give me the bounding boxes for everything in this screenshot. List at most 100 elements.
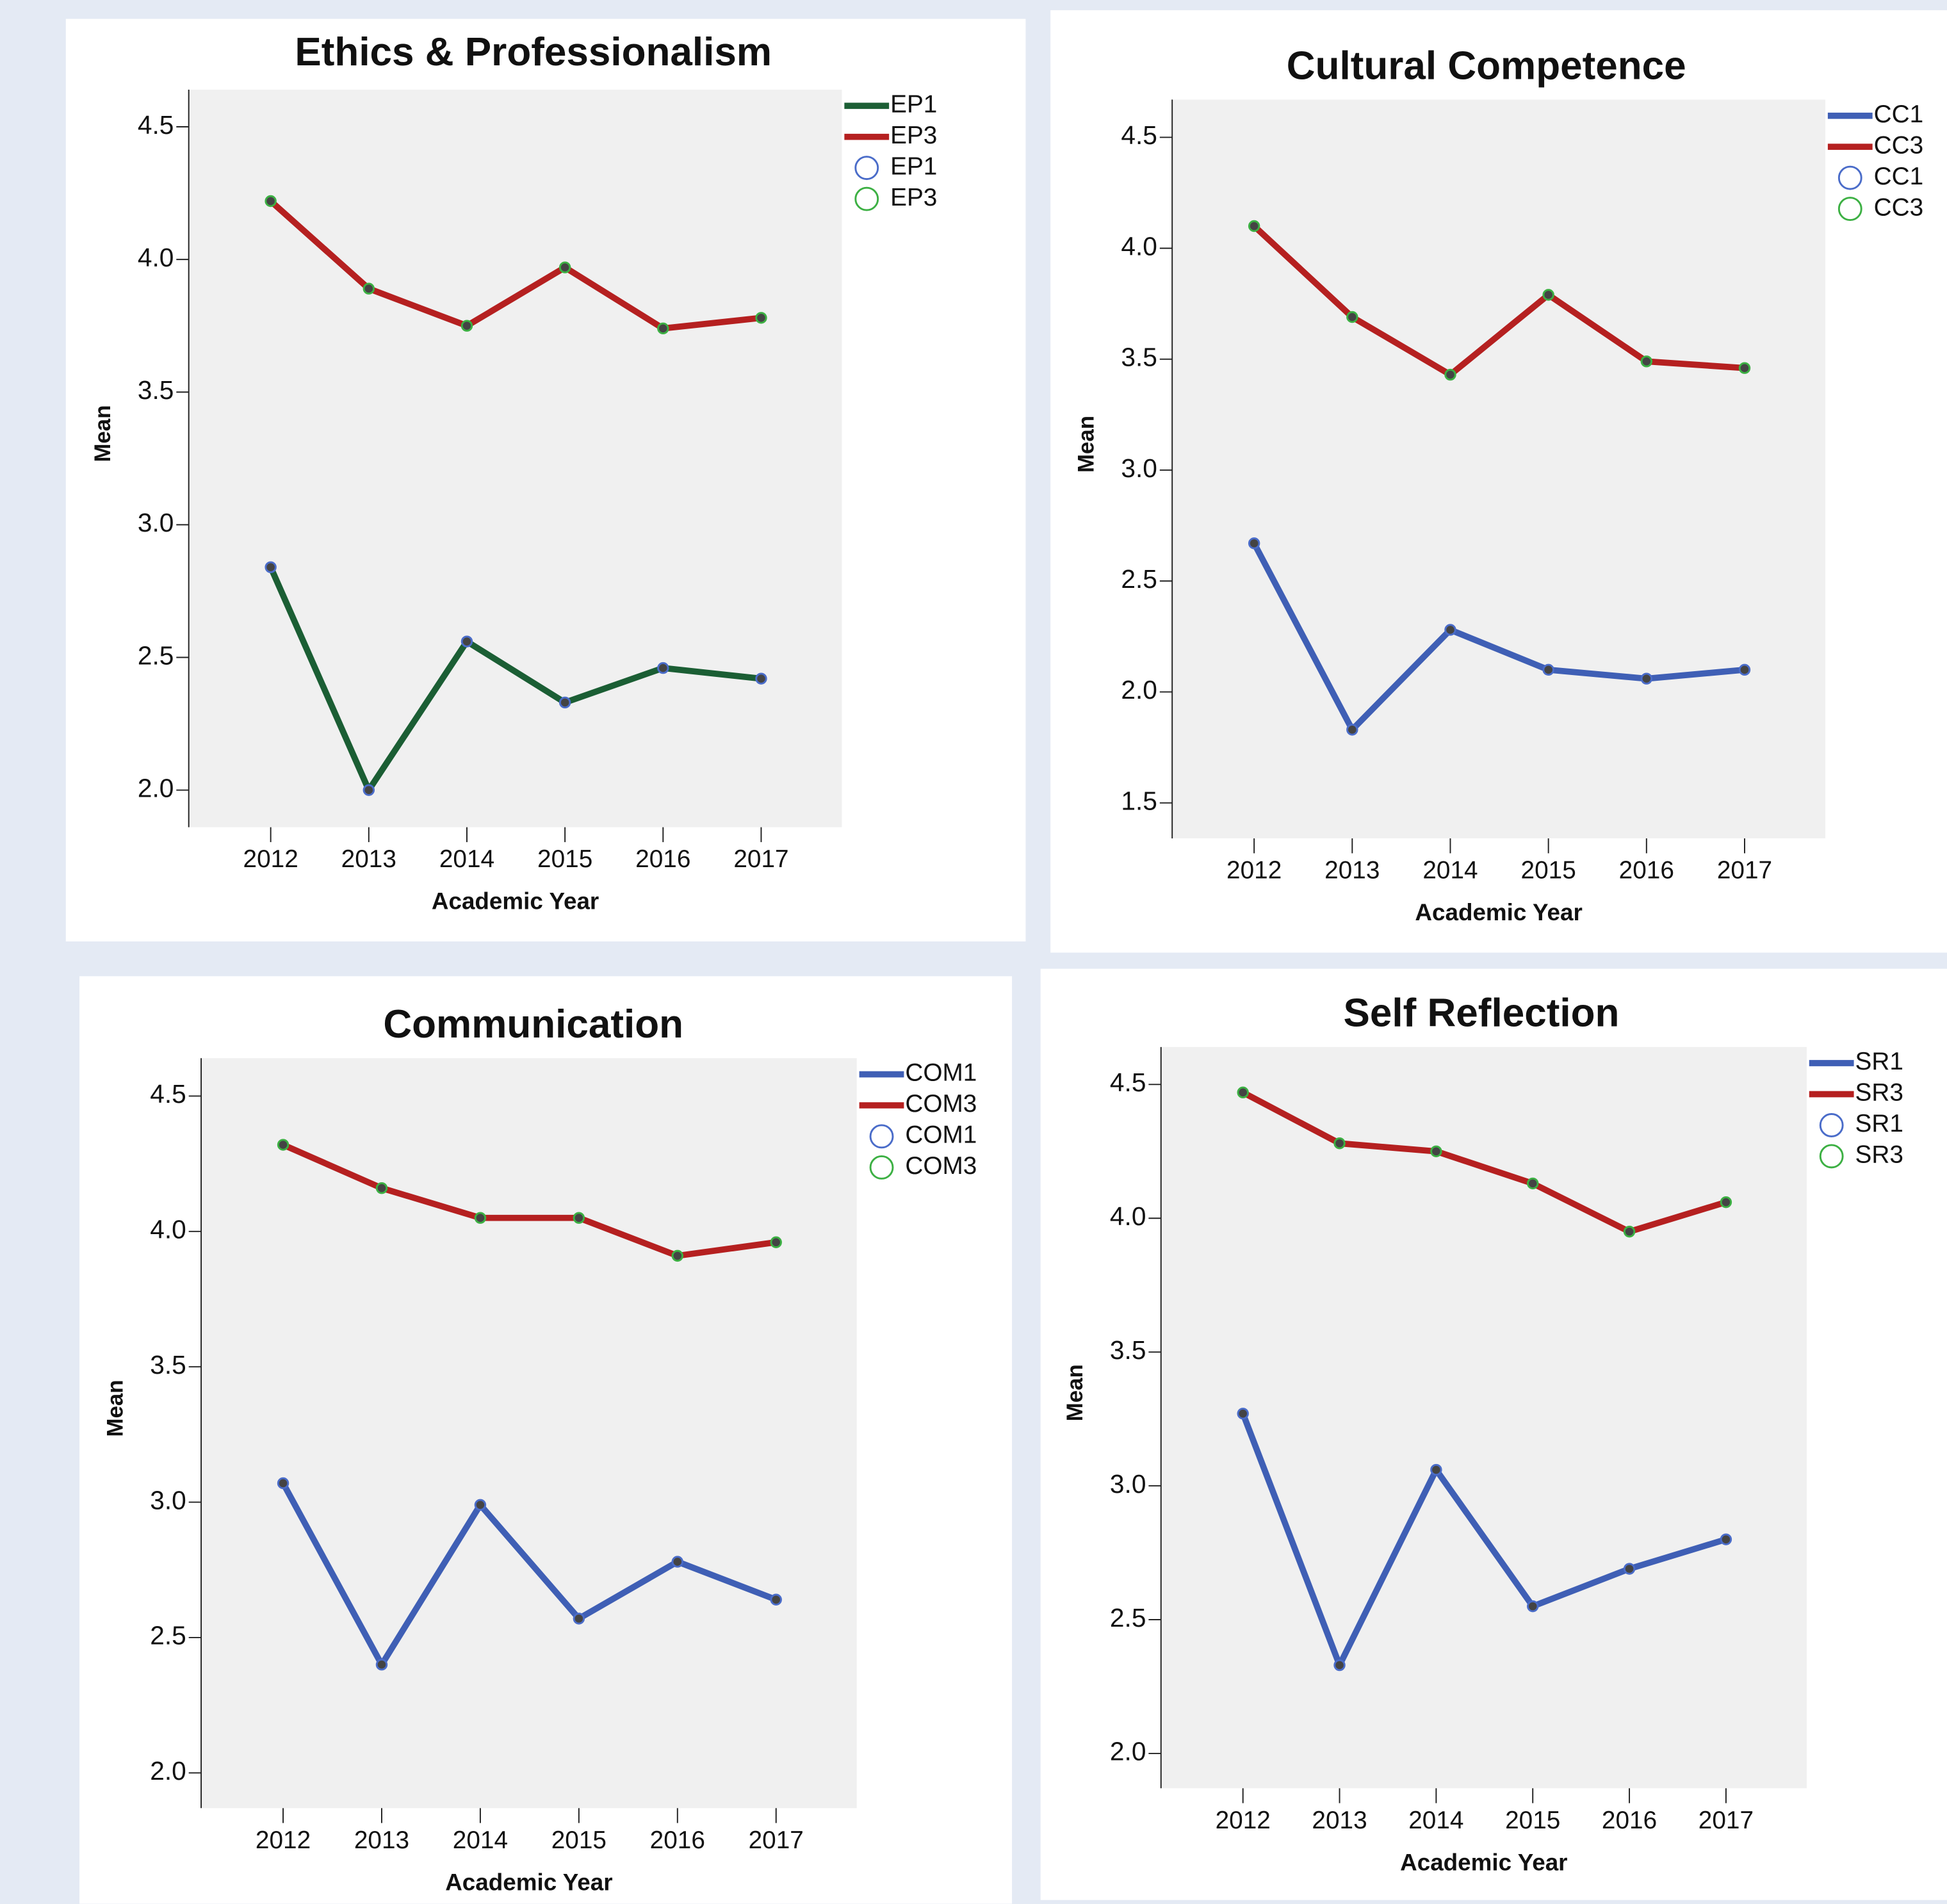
data-point: [1738, 663, 1751, 676]
legend-label: SR1: [1855, 1110, 1903, 1137]
data-point: [277, 1139, 289, 1151]
x-axis-label: Academic Year: [1400, 1849, 1567, 1875]
x-tick-label: 2017: [1717, 857, 1772, 884]
x-tick-label: 2016: [650, 1827, 705, 1854]
x-axis-label: Academic Year: [1415, 899, 1582, 925]
y-tick-label: 3.0: [1121, 453, 1157, 483]
legend-label: COM1: [905, 1059, 977, 1087]
x-tick-label: 2012: [256, 1827, 311, 1854]
y-axis-label: Mean: [102, 1379, 127, 1436]
series-line: [1251, 542, 1745, 733]
chart-title: Ethics & Professionalism: [295, 30, 772, 74]
data-point: [1640, 672, 1653, 685]
plot-area: [1172, 99, 1825, 839]
y-tick-label: 3.5: [150, 1350, 186, 1379]
legend-marker: [854, 156, 879, 181]
y-tick-label: 4.5: [150, 1079, 186, 1109]
legend-label: EP3: [890, 184, 937, 211]
y-tick-label: 3.0: [138, 508, 174, 537]
y-tick-label: 1.5: [1121, 786, 1157, 815]
y-tick-label: 2.5: [138, 640, 174, 670]
legend-label: SR3: [1855, 1079, 1903, 1107]
data-point: [558, 261, 571, 273]
data-point: [1623, 1563, 1636, 1575]
data-point: [573, 1212, 585, 1224]
y-tick-label: 2.0: [138, 773, 174, 802]
data-point: [657, 322, 669, 335]
x-tick-label: 2013: [341, 845, 396, 873]
x-tick-label: 2013: [1312, 1807, 1367, 1834]
series-line: [280, 1481, 778, 1668]
data-point: [474, 1499, 487, 1511]
plot-area: [201, 1058, 857, 1809]
x-tick-label: 2012: [1216, 1807, 1271, 1834]
x-tick-label: 2014: [453, 1827, 508, 1854]
data-point: [1346, 311, 1358, 323]
x-tick-label: 2014: [1422, 857, 1478, 884]
y-tick-label: 4.5: [1110, 1068, 1146, 1097]
data-point: [1640, 355, 1653, 368]
series-line: [1241, 1089, 1727, 1235]
x-tick-label: 2014: [439, 845, 494, 873]
x-tick-label: 2016: [1619, 857, 1674, 884]
data-point: [1444, 368, 1456, 381]
data-point: [1333, 1659, 1346, 1672]
series-line: [268, 199, 762, 332]
y-tick-label: 2.0: [150, 1756, 186, 1786]
data-point: [1346, 724, 1358, 736]
data-point: [474, 1212, 487, 1224]
data-point: [671, 1556, 684, 1568]
y-tick-label: 4.0: [150, 1215, 186, 1244]
chart-title: Cultural Competence: [1287, 44, 1686, 88]
series-line: [1251, 224, 1745, 378]
data-point: [375, 1659, 388, 1671]
data-point: [1237, 1086, 1249, 1099]
legend-label: SR1: [1855, 1048, 1903, 1075]
plot-area: [1161, 1046, 1807, 1789]
legend-label: EP1: [890, 90, 937, 118]
legend-marker: [869, 1124, 894, 1149]
y-axis-label: Mean: [1074, 416, 1099, 473]
y-tick-label: 4.0: [1110, 1201, 1146, 1231]
data-point: [363, 282, 375, 295]
legend-marker: [1819, 1144, 1844, 1169]
legend-label: EP1: [890, 152, 937, 180]
data-point: [1248, 220, 1260, 232]
x-tick-label: 2012: [1226, 857, 1282, 884]
x-axis-label: Academic Year: [445, 1869, 612, 1895]
data-point: [1444, 624, 1456, 636]
x-tick-label: 2017: [1699, 1807, 1754, 1834]
x-tick-label: 2015: [1505, 1807, 1560, 1834]
legend-label: EP3: [890, 122, 937, 149]
data-point: [265, 195, 277, 207]
data-point: [1542, 289, 1554, 301]
data-point: [770, 1593, 782, 1606]
series-line: [282, 1142, 777, 1259]
y-tick-label: 4.5: [1121, 120, 1157, 150]
legend-marker: [869, 1155, 894, 1180]
y-tick-label: 4.0: [138, 243, 174, 272]
data-point: [770, 1236, 782, 1248]
data-point: [755, 672, 767, 685]
data-point: [460, 320, 473, 332]
x-tick-label: 2013: [1324, 857, 1380, 884]
x-tick-label: 2015: [551, 1827, 607, 1854]
data-point: [1430, 1463, 1442, 1476]
x-tick-label: 2014: [1408, 1807, 1463, 1834]
x-tick-label: 2015: [1521, 857, 1576, 884]
legend-marker: [1819, 1113, 1844, 1137]
data-point: [1430, 1145, 1442, 1157]
legend-marker: [1837, 197, 1862, 222]
plot-area: [188, 90, 842, 827]
legend-label: CC1: [1874, 101, 1924, 128]
y-tick-label: 4.5: [138, 110, 174, 140]
data-point: [277, 1477, 289, 1490]
x-tick-label: 2015: [537, 845, 592, 873]
x-axis-label: Academic Year: [432, 888, 599, 915]
data-point: [1527, 1177, 1539, 1190]
data-point: [1237, 1408, 1249, 1420]
legend-label: COM1: [905, 1121, 977, 1149]
x-tick-label: 2017: [749, 1827, 804, 1854]
x-tick-label: 2012: [243, 845, 298, 873]
